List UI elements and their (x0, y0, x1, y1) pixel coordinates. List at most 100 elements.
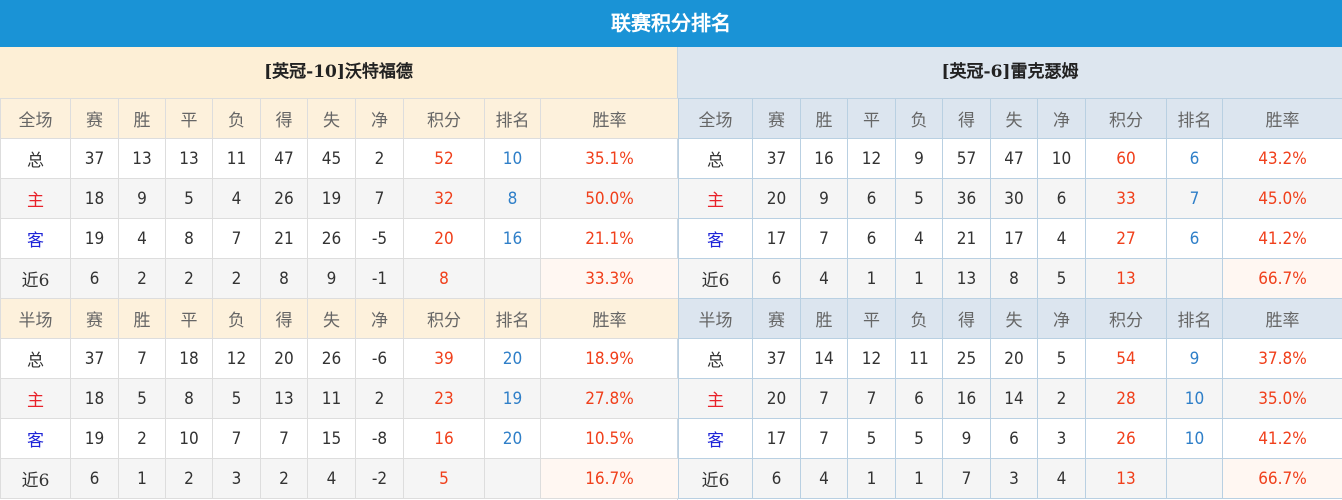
column-header: 平 (847, 298, 896, 339)
win-rate-cell: 16.7% (540, 458, 679, 499)
points-cell: 54 (1085, 338, 1167, 379)
page-title: 联赛积分排名 (0, 0, 1342, 47)
header-row: 半场赛胜平负得失净积分 排名 胜率 (0, 298, 679, 339)
points-cell: 16 (403, 418, 485, 459)
rank-cell: 20 (484, 418, 541, 459)
played-cell: 19 (70, 218, 119, 259)
played-cell: 6 (752, 458, 801, 499)
draws-cell: 6 (847, 218, 896, 259)
rank-cell: 10 (1166, 418, 1223, 459)
draws-cell: 7 (847, 378, 896, 419)
points-cell: 60 (1085, 138, 1167, 179)
draws-cell: 10 (165, 418, 213, 459)
goals-for-cell: 21 (942, 218, 991, 259)
column-header: 积分 (403, 98, 485, 139)
column-header: 积分 (1085, 298, 1167, 339)
goals-against-cell: 26 (307, 338, 356, 379)
points-cell: 27 (1085, 218, 1167, 259)
table-row: 主 18 9 5 4 26 19 7 32 8 50.0% (0, 178, 679, 219)
column-header: 排名 (484, 98, 541, 139)
column-header: 净 (1037, 298, 1086, 339)
rank-cell: 10 (1166, 378, 1223, 419)
played-cell: 20 (752, 178, 801, 219)
wins-cell: 2 (118, 258, 166, 299)
draws-cell: 1 (847, 258, 896, 299)
goal-diff-cell: -1 (355, 258, 404, 299)
row-label-cell: 客 (678, 418, 753, 459)
column-header: 负 (212, 298, 261, 339)
column-header: 赛 (70, 298, 119, 339)
losses-cell: 5 (895, 178, 943, 219)
wins-cell: 1 (118, 458, 166, 499)
draws-cell: 1 (847, 458, 896, 499)
losses-cell: 7 (212, 418, 261, 459)
goals-against-cell: 47 (990, 138, 1038, 179)
goals-for-cell: 7 (942, 458, 991, 499)
goals-against-cell: 3 (990, 458, 1038, 499)
column-header: 排名 (1166, 98, 1223, 139)
wins-cell: 2 (118, 418, 166, 459)
goals-for-cell: 57 (942, 138, 991, 179)
goal-diff-cell: 2 (355, 138, 404, 179)
table-row: 近6 6 2 2 2 8 9 -1 8 33.3% (0, 258, 679, 299)
played-cell: 18 (70, 378, 119, 419)
goal-diff-cell: 7 (355, 178, 404, 219)
win-rate-cell: 18.9% (540, 338, 679, 379)
wins-cell: 4 (118, 218, 166, 259)
standings-table: 全场赛胜平负得失净积分 排名 胜率总 37 16 12 9 57 47 10 60 6 43.2% 主 20… (678, 98, 1342, 499)
row-label-cell: 主 (678, 378, 753, 419)
goals-for-cell: 2 (260, 458, 308, 499)
wins-cell: 4 (800, 258, 848, 299)
played-cell: 6 (70, 258, 119, 299)
points-cell: 5 (403, 458, 485, 499)
goal-diff-cell: -2 (355, 458, 404, 499)
goals-for-cell: 7 (260, 418, 308, 459)
draws-cell: 2 (165, 258, 213, 299)
goals-against-cell: 20 (990, 338, 1038, 379)
rank-cell: 9 (1166, 338, 1223, 379)
goals-for-cell: 13 (942, 258, 991, 299)
losses-cell: 6 (895, 378, 943, 419)
points-cell: 32 (403, 178, 485, 219)
goals-for-cell: 9 (942, 418, 991, 459)
row-label-cell: 总 (678, 338, 753, 379)
goal-diff-cell: -5 (355, 218, 404, 259)
wins-cell: 14 (800, 338, 848, 379)
row-label-cell: 总 (678, 138, 753, 179)
goals-against-cell: 19 (307, 178, 356, 219)
goals-against-cell: 30 (990, 178, 1038, 219)
column-header: 胜 (800, 98, 848, 139)
win-rate-cell: 37.8% (1222, 338, 1342, 379)
wins-cell: 16 (800, 138, 848, 179)
row-label-cell: 总 (0, 338, 71, 379)
rank-cell: 20 (484, 338, 541, 379)
points-cell: 8 (403, 258, 485, 299)
losses-cell: 11 (895, 338, 943, 379)
rank-cell (484, 458, 541, 499)
goals-for-cell: 26 (260, 178, 308, 219)
win-rate-cell: 41.2% (1222, 418, 1342, 459)
win-rate-cell: 27.8% (540, 378, 679, 419)
standings-table: 全场赛胜平负得失净积分 排名 胜率总 37 13 13 11 47 45 2 52 10 35.1% 主 1… (0, 98, 679, 499)
win-rate-cell: 50.0% (540, 178, 679, 219)
header-row: 半场赛胜平负得失净积分 排名 胜率 (678, 298, 1342, 339)
wins-cell: 7 (118, 338, 166, 379)
points-cell: 33 (1085, 178, 1167, 219)
played-cell: 20 (752, 378, 801, 419)
losses-cell: 12 (212, 338, 261, 379)
draws-cell: 5 (165, 178, 213, 219)
goals-against-cell: 6 (990, 418, 1038, 459)
points-cell: 13 (1085, 458, 1167, 499)
win-rate-cell: 35.1% (540, 138, 679, 179)
row-label-cell: 主 (0, 178, 71, 219)
row-label-cell: 客 (0, 418, 71, 459)
goal-diff-cell: -6 (355, 338, 404, 379)
column-header: 得 (260, 98, 308, 139)
played-cell: 17 (752, 418, 801, 459)
goal-diff-cell: 2 (1037, 378, 1086, 419)
rank-cell: 6 (1166, 218, 1223, 259)
wins-cell: 5 (118, 378, 166, 419)
column-header: 赛 (752, 98, 801, 139)
played-cell: 37 (752, 338, 801, 379)
column-header: 平 (847, 98, 896, 139)
